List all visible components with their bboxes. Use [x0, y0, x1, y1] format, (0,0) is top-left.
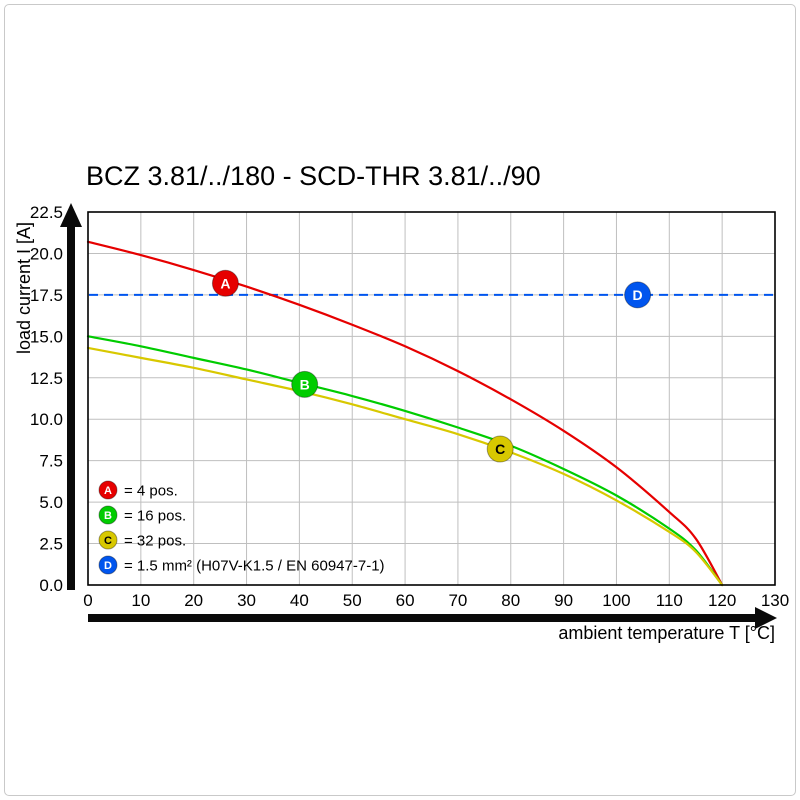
- y-tick-label: 5.0: [39, 493, 63, 512]
- curve-marker-letter: C: [495, 441, 505, 457]
- legend-label: = 4 pos.: [124, 482, 178, 499]
- x-tick-label: 10: [131, 591, 150, 610]
- curve-A: [86, 240, 724, 587]
- curve-B: [86, 335, 724, 587]
- legend-item-D: D = 1.5 mm² (H07V-K1.5 / EN 60947-7-1): [98, 555, 385, 575]
- legend-badge-letter: A: [104, 485, 112, 497]
- x-axis-title: ambient temperature T [°C]: [558, 623, 775, 643]
- x-tick-label: 130: [761, 591, 789, 610]
- legend-badge: [98, 480, 118, 500]
- legend-badge-letter: B: [104, 510, 112, 522]
- curve-marker-D: D: [624, 281, 652, 309]
- x-tick-label: 70: [448, 591, 467, 610]
- y-tick-label: 15.0: [30, 327, 63, 346]
- chart-title: BCZ 3.81/../180 - SCD-THR 3.81/../90: [86, 161, 541, 191]
- y-tick-label: 2.5: [39, 535, 63, 554]
- legend-item-A: A = 4 pos.: [98, 480, 178, 500]
- legend-badge-letter: C: [104, 535, 112, 547]
- y-tick-label: 10.0: [30, 410, 63, 429]
- x-tick-label: 0: [83, 591, 92, 610]
- curve-C: [86, 346, 724, 587]
- x-tick-label: 110: [656, 591, 683, 610]
- x-tick-label: 40: [290, 591, 309, 610]
- y-tick-label: 22.5: [30, 203, 63, 222]
- y-axis-arrowhead: [60, 203, 82, 227]
- x-axis-line: [88, 614, 756, 622]
- legend-badge-letter: D: [104, 560, 112, 572]
- curve-marker-letter: A: [220, 275, 230, 291]
- x-tick-label: 50: [343, 591, 362, 610]
- curve-marker-C: C: [486, 435, 514, 463]
- legend-label: = 32 pos.: [124, 532, 186, 549]
- x-tick-label: 90: [554, 591, 573, 610]
- legend-label: = 1.5 mm² (H07V-K1.5 / EN 60947-7-1): [124, 557, 385, 574]
- legend-badge: [98, 505, 118, 525]
- y-tick-label: 12.5: [30, 369, 63, 388]
- y-tick-label: 0.0: [39, 576, 63, 595]
- plot-area: A B C D A = 4 pos. B = 16 pos. C = 32 pos. D = 1.5 …: [30, 203, 789, 610]
- x-tick-label: 30: [237, 591, 256, 610]
- x-tick-label: 120: [708, 591, 736, 610]
- legend-badge: [98, 530, 118, 550]
- legend-item-C: C = 32 pos.: [98, 530, 186, 550]
- curve-marker-letter: D: [633, 287, 643, 303]
- y-tick-label: 20.0: [30, 244, 63, 263]
- x-tick-label: 100: [602, 591, 630, 610]
- legend-badge: [98, 555, 118, 575]
- x-tick-label: 80: [501, 591, 520, 610]
- legend-item-B: B = 16 pos.: [98, 505, 186, 525]
- legend-label: = 16 pos.: [124, 507, 186, 524]
- y-tick-label: 7.5: [39, 452, 63, 471]
- curve-marker-A: A: [211, 269, 239, 297]
- plot-border: [87, 211, 776, 586]
- curve-marker-letter: B: [300, 376, 310, 392]
- y-axis-title: load current I [A]: [14, 222, 34, 354]
- x-axis-arrowhead: [755, 607, 777, 629]
- curve-marker-B: B: [291, 370, 319, 398]
- x-tick-label: 60: [396, 591, 415, 610]
- y-axis-line: [67, 224, 75, 590]
- y-tick-label: 17.5: [30, 286, 63, 305]
- x-tick-label: 20: [184, 591, 203, 610]
